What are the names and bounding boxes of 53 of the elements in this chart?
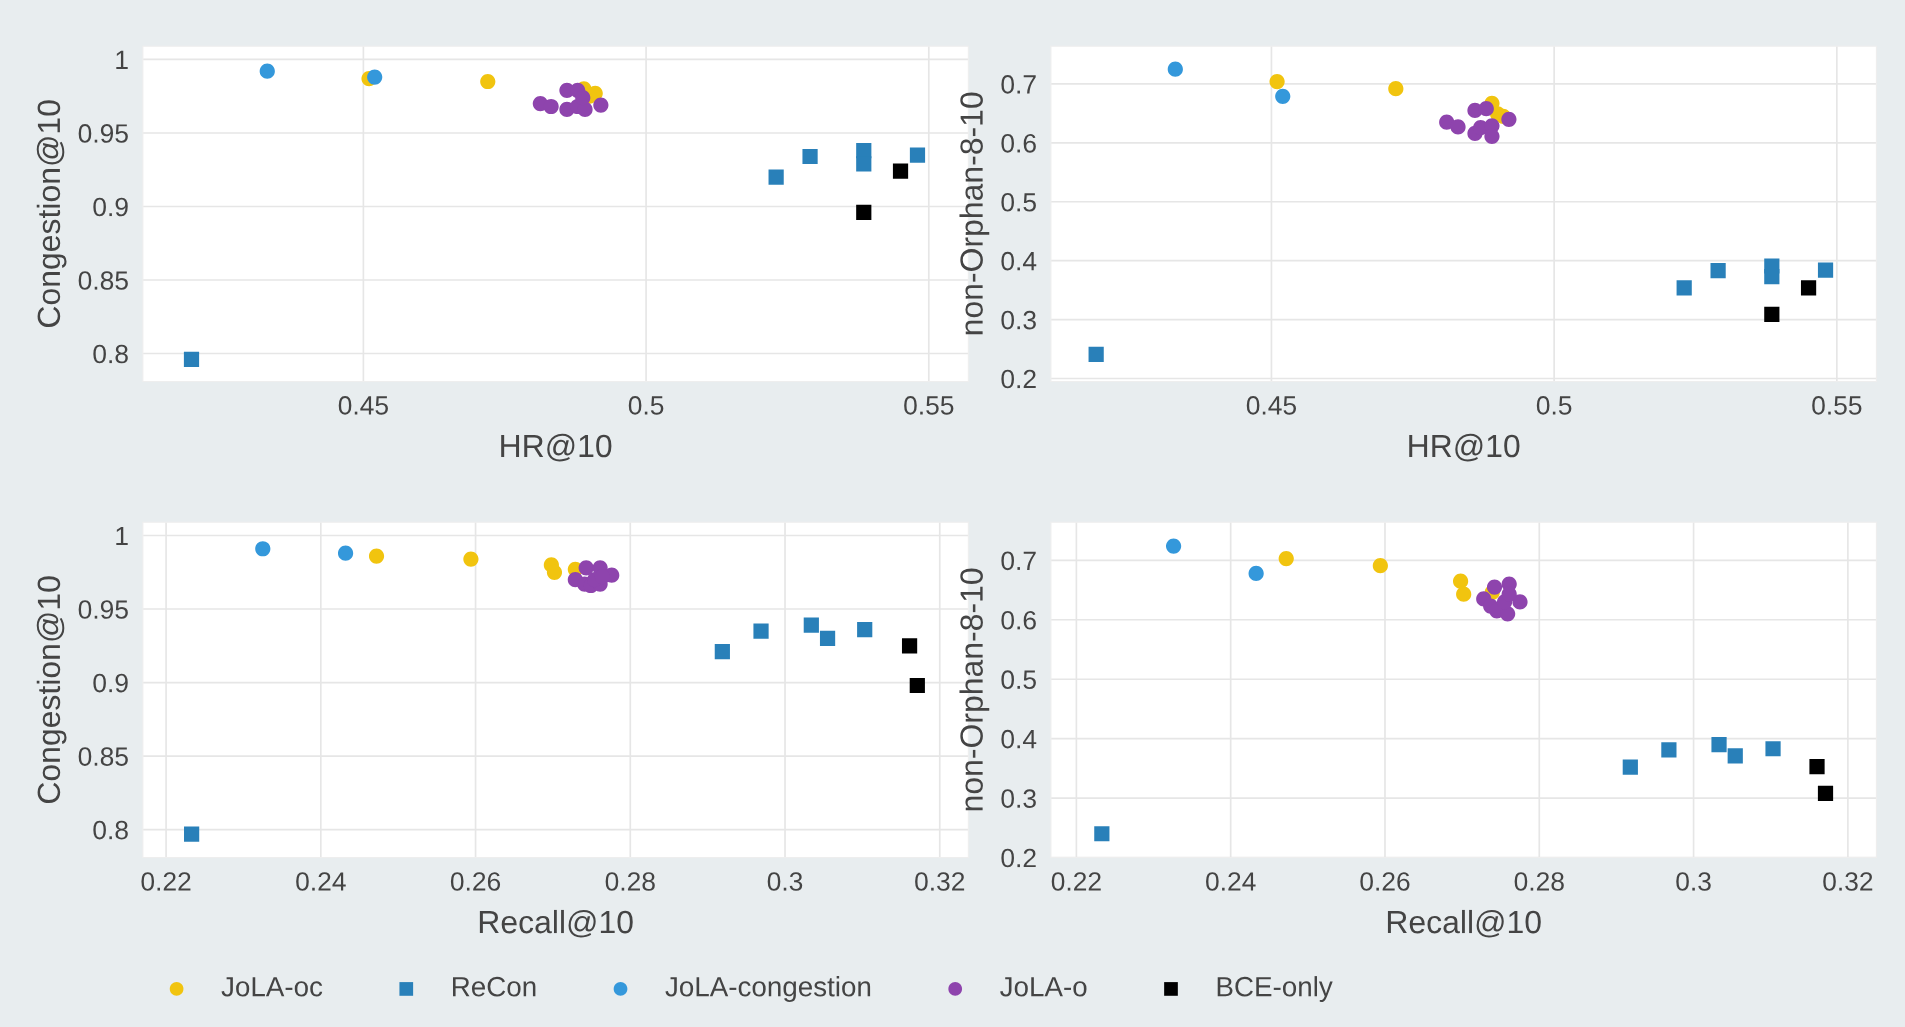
y-tick-label: 0.2 xyxy=(1001,369,1036,389)
x-tick-label: 0.24 xyxy=(1206,872,1256,891)
x-tick-label: 0.5 xyxy=(628,396,664,415)
x-axis-title: HR@10 xyxy=(1409,433,1520,462)
y-tick-label: 0.8 xyxy=(93,820,128,840)
x-tick-label: 0.45 xyxy=(1246,396,1297,415)
x-tick-label: 0.45 xyxy=(338,396,388,415)
x-tick-label: 0.32 xyxy=(915,872,965,891)
x-tick-label: 0.55 xyxy=(904,396,954,415)
y-tick-label: 0.6 xyxy=(1001,610,1036,630)
x-tick-label: 0.22 xyxy=(1051,872,1101,891)
y-tick-label: 0.7 xyxy=(1001,75,1036,94)
legend-label: JoLA-o xyxy=(1000,977,1087,997)
y-tick-label: 0.8 xyxy=(93,344,128,364)
y-tick-label: 0.7 xyxy=(1001,551,1036,571)
x-tick-label: 0.24 xyxy=(296,872,346,891)
x-tick-label: 0.28 xyxy=(605,872,655,891)
legend-label: JoLA-congestion xyxy=(665,976,871,1002)
legend-label: ReCon xyxy=(453,976,536,997)
y-tick-label: 0.9 xyxy=(93,673,128,693)
y-tick-label: 0.85 xyxy=(78,271,128,290)
x-tick-label: 0.3 xyxy=(1676,872,1711,891)
y-tick-label: 0.5 xyxy=(1001,192,1036,212)
y-tick-label: 0.6 xyxy=(1001,133,1036,153)
y-tick-label: 0.95 xyxy=(78,600,128,619)
x-axis-title: Recall@10 xyxy=(1387,909,1541,938)
y-tick-label: 0.85 xyxy=(78,747,128,766)
y-tick-label: 0.95 xyxy=(78,124,128,143)
x-tick-label: 0.28 xyxy=(1514,872,1564,891)
x-tick-label: 0.55 xyxy=(1812,396,1862,415)
x-axis-title: HR@10 xyxy=(501,433,612,462)
y-tick-label: 0.3 xyxy=(1001,789,1036,808)
y-tick-label: 0.4 xyxy=(1001,729,1037,749)
x-tick-label: 0.5 xyxy=(1536,396,1572,415)
y-tick-label: 1 xyxy=(116,50,128,70)
y-tick-label: 0.2 xyxy=(1001,848,1036,868)
y-axis-title: Congestion@10 xyxy=(36,576,67,804)
y-tick-label: 0.5 xyxy=(1001,670,1036,690)
legend-label: BCE-only xyxy=(1217,976,1333,1002)
y-tick-label: 0.4 xyxy=(1001,251,1037,271)
legend-label: JoLA-oc xyxy=(221,977,323,997)
x-tick-label: 0.26 xyxy=(450,872,501,891)
x-tick-label: 0.22 xyxy=(141,872,191,891)
y-axis-title: Congestion@10 xyxy=(36,100,67,327)
y-tick-label: 1 xyxy=(116,526,128,546)
x-tick-label: 0.3 xyxy=(767,872,803,891)
x-tick-label: 0.32 xyxy=(1823,872,1873,891)
y-tick-label: 0.9 xyxy=(93,197,128,217)
x-tick-label: 0.26 xyxy=(1360,872,1410,891)
x-axis-title: Recall@10 xyxy=(479,909,633,938)
y-axis-title: non-Orphan-8-10 xyxy=(959,92,990,335)
y-tick-label: 0.3 xyxy=(1001,310,1036,330)
y-axis-title: non-Orphan-8-10 xyxy=(959,568,990,811)
